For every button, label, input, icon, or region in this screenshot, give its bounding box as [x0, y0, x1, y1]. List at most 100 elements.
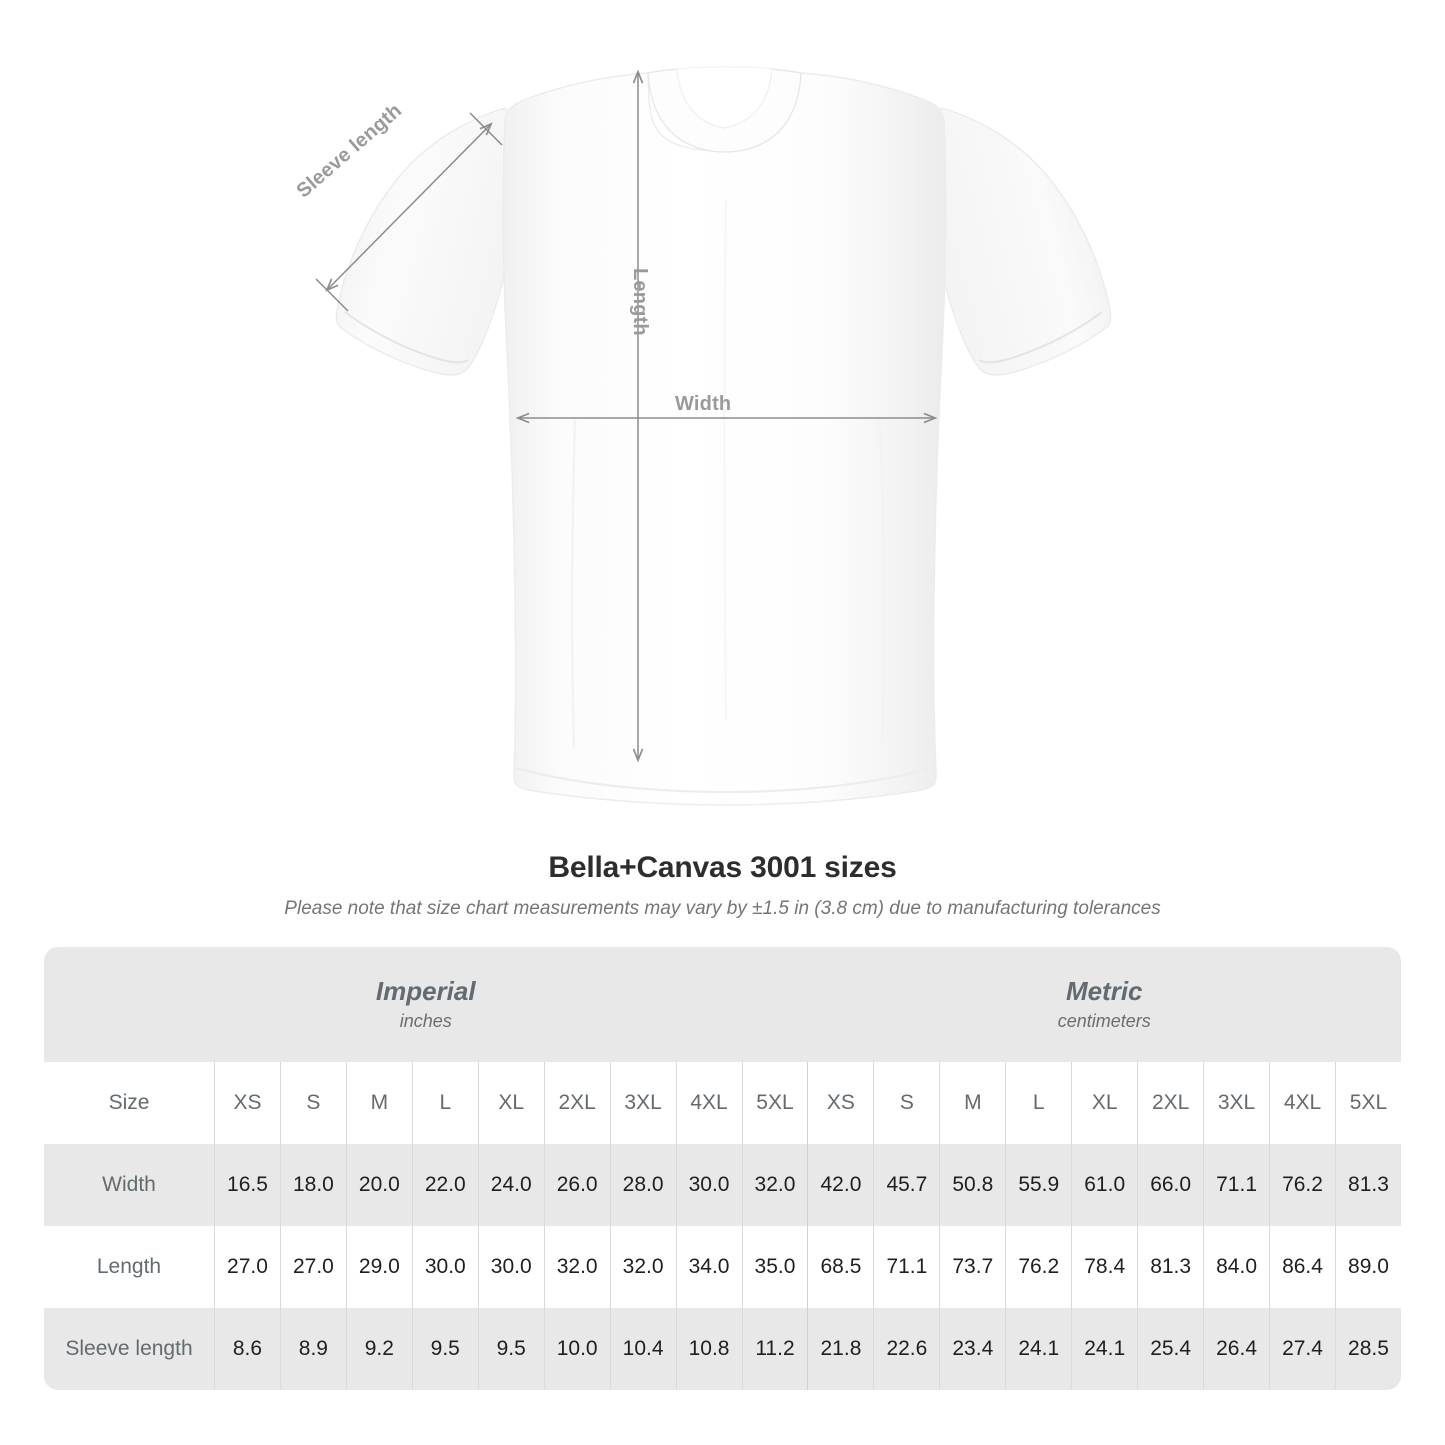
unit-group-metric-name: Metric [1065, 976, 1143, 1007]
cell-metric-3XL-sleeve-length: 26.4 [1203, 1308, 1270, 1390]
page-title: Bella+Canvas 3001 sizes [548, 851, 897, 884]
cell-imperial-XL-sleeve-length: 9.5 [477, 1308, 544, 1390]
unit-group-metric: Metric centimeters [807, 947, 1401, 1062]
size-header-imperial-2XL: 2XL [543, 1062, 610, 1144]
bottom-hem [514, 766, 935, 794]
size-header-metric-2XL: 2XL [1137, 1062, 1204, 1144]
tshirt-illustration [315, 66, 1112, 806]
size-header-imperial-M: M [345, 1062, 412, 1144]
cell-metric-3XL-width: 71.1 [1203, 1144, 1270, 1226]
fabric-fold [570, 419, 577, 749]
size-header-metric-M: M [939, 1062, 1006, 1144]
cell-imperial-3XL-sleeve-length: 10.4 [609, 1308, 676, 1390]
cell-imperial-4XL-length: 34.0 [675, 1226, 742, 1308]
fabric-fold [723, 199, 728, 721]
cell-metric-3XL-length: 84.0 [1203, 1226, 1270, 1308]
tshirt-body-shape [335, 66, 1112, 806]
size-header-metric-S: S [873, 1062, 940, 1144]
cell-imperial-XS-length: 27.0 [214, 1226, 280, 1308]
cell-metric-M-length: 73.7 [939, 1226, 1006, 1308]
cell-imperial-S-length: 27.0 [279, 1226, 346, 1308]
dimension-arrows [315, 72, 935, 760]
cell-metric-XL-width: 61.0 [1071, 1144, 1138, 1226]
cell-metric-S-length: 71.1 [873, 1226, 940, 1308]
size-header-metric-XL: XL [1071, 1062, 1138, 1144]
cell-imperial-M-width: 20.0 [345, 1144, 412, 1226]
size-header-imperial-S: S [279, 1062, 346, 1144]
cell-imperial-L-width: 22.0 [411, 1144, 478, 1226]
row-header-width: Width [44, 1144, 214, 1226]
size-header-imperial-5XL: 5XL [741, 1062, 808, 1144]
table-row: Sleeve length 8.6 8.9 9.2 9.5 9.5 10.0 10.4 10.8… [44, 1308, 1401, 1390]
cell-imperial-XL-length: 30.0 [477, 1226, 544, 1308]
cell-metric-M-sleeve-length: 23.4 [939, 1308, 1006, 1390]
size-header-imperial-XL: XL [477, 1062, 544, 1144]
cell-metric-XS-width: 42.0 [807, 1144, 874, 1226]
cell-metric-4XL-sleeve-length: 27.4 [1269, 1308, 1335, 1390]
cell-imperial-2XL-length: 32.0 [543, 1226, 610, 1308]
cell-imperial-5XL-sleeve-length: 11.2 [741, 1308, 808, 1390]
cell-metric-L-sleeve-length: 24.1 [1005, 1308, 1072, 1390]
size-header-imperial-4XL: 4XL [675, 1062, 742, 1144]
size-header-metric-5XL: 5XL [1334, 1062, 1401, 1144]
sleeve-length-tick-bottom [315, 278, 349, 312]
sleeve-length-tick-top [469, 112, 503, 146]
cell-metric-XS-sleeve-length: 21.8 [807, 1308, 874, 1390]
cell-imperial-S-sleeve-length: 8.9 [279, 1308, 346, 1390]
cell-imperial-M-length: 29.0 [345, 1226, 412, 1308]
table-row-size-header: Size XS S M L XL 2XL 3XL 4XL 5XL XS S M L XL 2XL 3XL 4XL 5… [44, 1062, 1401, 1144]
cell-imperial-5XL-length: 35.0 [741, 1226, 808, 1308]
length-label: Length [629, 268, 651, 336]
cell-imperial-XS-sleeve-length: 8.6 [214, 1308, 280, 1390]
neck-opening [676, 66, 773, 129]
row-header-length: Length [44, 1226, 214, 1308]
left-sleeve-hem [344, 311, 469, 364]
table-body: Size XS S M L XL 2XL 3XL 4XL 5XL XS S M L XL 2XL 3XL 4XL 5… [44, 1062, 1401, 1390]
cell-metric-4XL-width: 76.2 [1269, 1144, 1335, 1226]
tshirt-measurement-diagram: Sleeve length Length Width [292, 66, 1112, 806]
size-header-imperial-L: L [411, 1062, 478, 1144]
table-head: Imperial inches Metric centimeters [44, 947, 1401, 1062]
unit-group-imperial-sub: inches [399, 1010, 452, 1031]
cell-imperial-3XL-length: 32.0 [609, 1226, 676, 1308]
unit-group-metric-sub: centimeters [1057, 1010, 1151, 1031]
size-header-metric-4XL: 4XL [1269, 1062, 1335, 1144]
size-header-metric-3XL: 3XL [1203, 1062, 1270, 1144]
cell-metric-2XL-sleeve-length: 25.4 [1137, 1308, 1204, 1390]
cell-imperial-XS-width: 16.5 [214, 1144, 280, 1226]
cell-imperial-M-sleeve-length: 9.2 [345, 1308, 412, 1390]
cell-metric-5XL-sleeve-length: 28.5 [1334, 1308, 1401, 1390]
cell-imperial-5XL-width: 32.0 [741, 1144, 808, 1226]
table-row: Width 16.5 18.0 20.0 22.0 24.0 26.0 28.0 30.0 32.… [44, 1144, 1401, 1226]
cell-imperial-4XL-width: 30.0 [675, 1144, 742, 1226]
size-header-metric-XS: XS [807, 1062, 874, 1144]
row-header-size: Size [44, 1062, 214, 1144]
right-sleeve-hem [978, 311, 1103, 364]
cell-imperial-S-width: 18.0 [279, 1144, 346, 1226]
size-header-imperial-XS: XS [214, 1062, 280, 1144]
cell-imperial-3XL-width: 28.0 [609, 1144, 676, 1226]
cell-imperial-XL-width: 24.0 [477, 1144, 544, 1226]
cell-metric-2XL-width: 66.0 [1137, 1144, 1204, 1226]
cell-metric-L-length: 76.2 [1005, 1226, 1072, 1308]
cell-metric-5XL-width: 81.3 [1334, 1144, 1401, 1226]
fabric-fold [878, 419, 886, 749]
cell-imperial-4XL-sleeve-length: 10.8 [675, 1308, 742, 1390]
width-label: Width [675, 393, 732, 415]
cell-metric-M-width: 50.8 [939, 1144, 1006, 1226]
size-header-imperial-3XL: 3XL [609, 1062, 676, 1144]
cell-metric-XL-sleeve-length: 24.1 [1071, 1308, 1138, 1390]
unit-group-imperial-name: Imperial [375, 976, 476, 1007]
cell-metric-XL-length: 78.4 [1071, 1226, 1138, 1308]
cell-imperial-L-length: 30.0 [411, 1226, 478, 1308]
size-header-metric-L: L [1005, 1062, 1072, 1144]
tolerance-note: Please note that size chart measurements… [284, 898, 1161, 919]
size-chart-table: Imperial inches Metric centimeters Size X… [44, 947, 1401, 1390]
table-row: Length 27.0 27.0 29.0 30.0 30.0 32.0 32.0 34.0 35… [44, 1226, 1401, 1308]
cell-metric-4XL-length: 86.4 [1269, 1226, 1335, 1308]
cell-imperial-2XL-width: 26.0 [543, 1144, 610, 1226]
row-header-sleeve-length: Sleeve length [44, 1308, 214, 1390]
sleeve-length-arrow [327, 124, 491, 290]
cell-metric-XS-length: 68.5 [807, 1226, 874, 1308]
